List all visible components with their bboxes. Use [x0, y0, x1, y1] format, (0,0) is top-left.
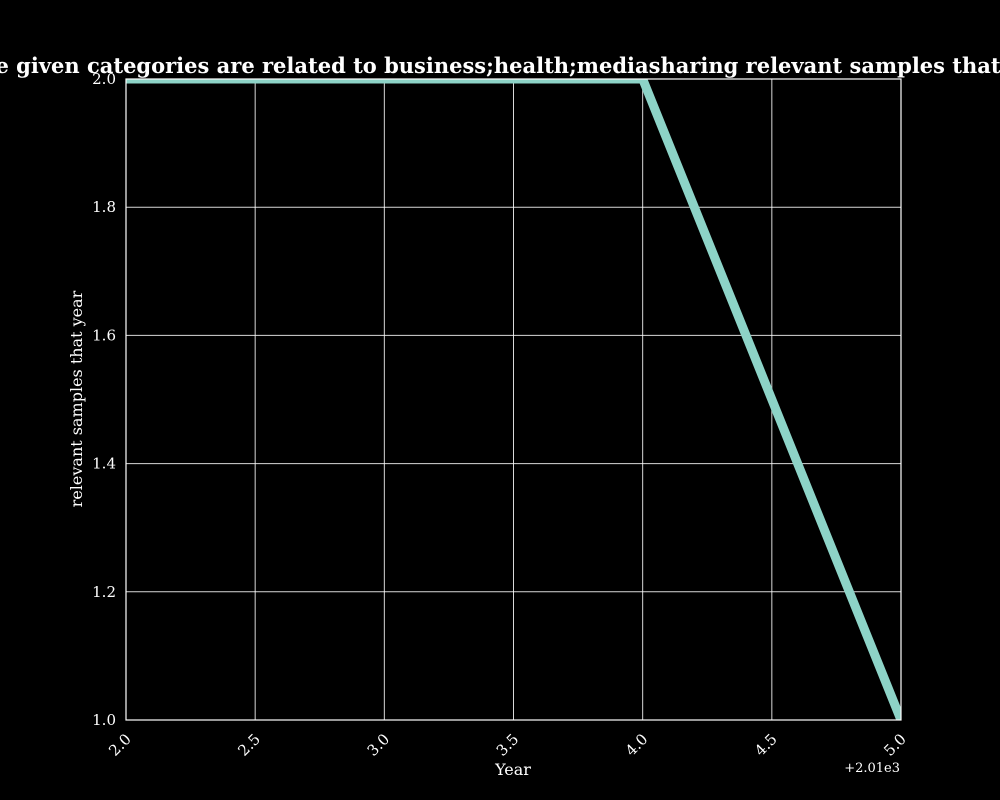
chart-title: Number of samples where the given catego…: [0, 53, 1000, 78]
x-tick-label: 5.0: [880, 730, 910, 760]
y-tick-label: 1.4: [92, 455, 116, 473]
x-tick-label: 2.5: [234, 730, 264, 760]
y-tick-label: 1.2: [92, 583, 116, 601]
y-tick-label: 1.0: [92, 711, 116, 729]
y-tick-label: 1.6: [92, 326, 116, 344]
x-tick-label: 3.5: [493, 730, 523, 760]
x-tick-label: 4.0: [622, 730, 652, 760]
x-tick-labels: 2.0 2.5 3.0 3.5 4.0 4.5 5.0: [105, 730, 910, 760]
series-lines: [126, 79, 901, 720]
grid-lines: [125, 78, 902, 721]
x-axis-label: Year: [494, 760, 531, 779]
x-tick-label: 2.0: [105, 730, 135, 760]
x-axis-offset-label: +2.01e3: [844, 761, 900, 776]
x-tick-label: 3.0: [364, 730, 394, 760]
plot-frame: [125, 78, 902, 721]
y-tick-label: 2.0: [92, 70, 116, 88]
x-tick-label: 4.5: [751, 730, 781, 760]
y-tick-labels: 1.0 1.2 1.4 1.6 1.8 2.0: [92, 70, 116, 729]
series-line: [126, 79, 901, 720]
y-tick-label: 1.8: [92, 198, 116, 216]
y-axis-label: relevant samples that year: [67, 290, 86, 507]
